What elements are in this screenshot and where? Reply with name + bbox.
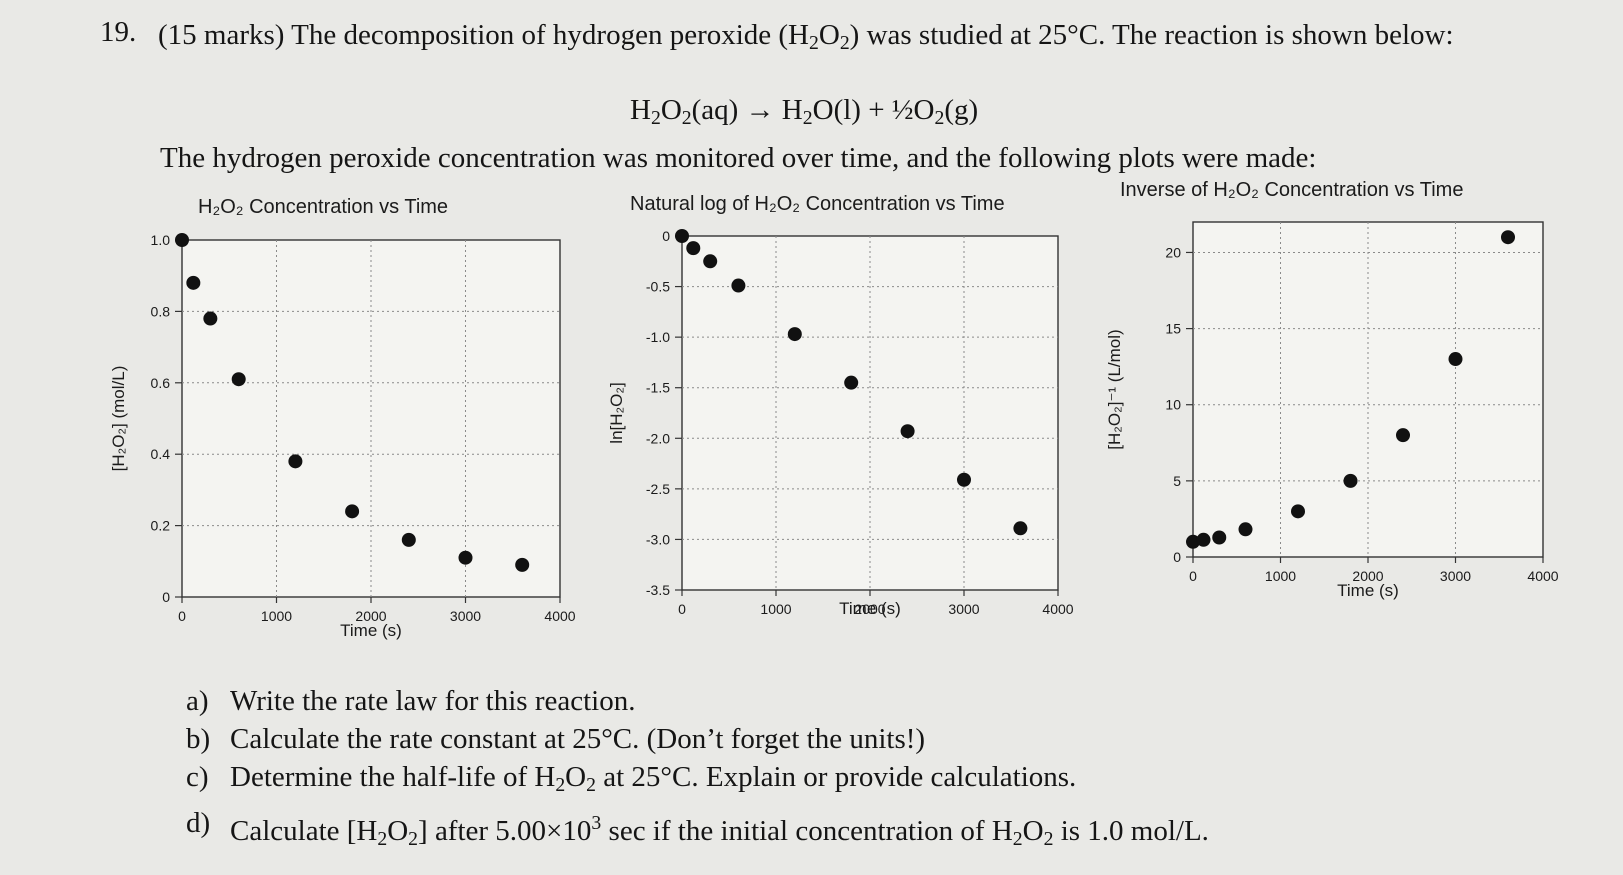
y-tick-label: -2.0 [646,430,670,446]
question-text: (15 marks) The decomposition of hydrogen… [158,19,1454,54]
x-tick-label: 1000 [760,601,791,617]
x-tick-label: 1000 [1265,568,1296,584]
y-tick-label: 10 [1165,397,1181,413]
part-label: d) [186,806,211,839]
chart-3: 0 1000 2000 3000 4000 0 5 10 15 20 Inverse of H₂O₂… [1105,179,1559,600]
part-text: Calculate the rate constant at 25°C. (Do… [230,723,926,755]
chart-1: 0 1000 2000 3000 4000 0 0.2 0.4 0.6 0.8 1.0 H₂O₂ Co… [109,196,576,640]
chart-title: Natural log of H₂O₂ Concentration vs Tim… [630,193,1005,215]
x-tick-label: 2000 [854,601,885,617]
data-point [231,372,246,387]
data-point [186,275,201,290]
data-point [1013,521,1028,536]
x-tick-label: 4000 [544,608,575,624]
y-tick-label: -2.5 [646,481,670,497]
reaction-equation: H2O2(aq) → H2O(l) + ½O2(g) [630,94,979,129]
part-label: c) [186,761,209,793]
data-point [345,504,360,519]
data-point [703,254,718,269]
y-tick-label: -3.0 [646,531,670,547]
data-point [203,311,218,326]
data-point [1291,504,1305,519]
x-tick-label: 0 [1189,568,1197,584]
data-point [515,557,530,572]
y-tick-label: 1.0 [151,232,171,248]
x-tick-label: 0 [178,608,186,624]
y-tick-label: 0 [162,589,170,605]
data-point [731,278,746,293]
y-tick-label: 0.2 [151,518,171,534]
x-tick-label: 3000 [450,608,481,624]
part-d: d) Calculate [H2O2] after 5.00×103 sec i… [186,804,1209,858]
x-axis-label: Time (s) [839,599,901,618]
part-text: Write the rate law for this reaction. [230,685,636,717]
x-tick-label: 4000 [1527,568,1558,584]
y-axis-label: [H₂O₂]⁻¹ (L/mol) [1105,329,1124,449]
part-text: Calculate [H2O2] after 5.00×103 sec if t… [230,811,1209,850]
data-point [175,233,189,247]
data-point [288,454,303,469]
part-label: a) [186,685,209,717]
x-tick-label: 1000 [261,608,292,624]
data-point [787,327,802,342]
y-tick-label: 15 [1165,321,1181,337]
x-tick-label: 2000 [355,608,386,624]
data-point [1396,428,1410,443]
part-b: b) Calculate the rate constant at 25°C. … [186,720,1209,758]
data-point [1212,530,1227,545]
data-point [1238,522,1253,537]
data-point [675,229,689,243]
intro-text: The hydrogen peroxide concentration was … [160,142,1317,174]
data-point [1196,532,1211,547]
y-axis-label: ln[H₂O₂] [607,382,626,443]
chart-title: Inverse of H₂O₂ Concentration vs Time [1120,179,1463,201]
y-tick-label: 20 [1165,244,1181,260]
x-tick-label: 3000 [1440,568,1471,584]
y-tick-label: -1.5 [646,380,670,396]
data-point [1186,534,1200,549]
data-point [458,550,473,565]
part-c: c) Determine the half-life of H2O2 at 25… [186,758,1209,804]
y-tick-label: 0 [1173,549,1181,565]
x-axis-label: Time (s) [340,621,402,640]
data-point [401,532,416,547]
y-tick-label: -1.0 [646,329,670,345]
question-parts: a) Write the rate law for this reaction.… [186,682,1209,858]
y-axis-label: [H₂O₂] (mol/L) [109,366,128,472]
y-tick-label: 0 [662,228,670,244]
chart-2: 0 1000 2000 3000 4000 0 -0.5 -1.0 -1.5 -2.0 -2.5 -3… [607,193,1074,618]
y-tick-label: -0.5 [646,279,670,295]
part-a: a) Write the rate law for this reaction. [186,682,1209,720]
x-tick-label: 3000 [948,601,979,617]
y-tick-label: 5 [1173,473,1181,489]
data-point [1448,352,1463,367]
data-point [686,241,701,256]
x-tick-label: 2000 [1352,568,1383,584]
data-point [1343,473,1358,488]
chart-title: H₂O₂ Concentration vs Time [198,196,448,218]
x-tick-label: 4000 [1042,601,1073,617]
part-text: Determine the half-life of H2O2 at 25°C.… [230,761,1077,796]
y-tick-label: -3.5 [646,582,670,598]
y-tick-label: 0.6 [151,375,171,391]
data-point [1501,230,1515,245]
data-point [957,472,971,487]
y-tick-label: 0.8 [151,303,171,319]
data-point [844,375,859,390]
y-tick-label: 0.4 [151,446,171,462]
question-number: 19. [100,16,137,48]
data-point [900,424,915,439]
x-tick-label: 0 [678,601,686,617]
plot-area [181,239,561,598]
x-axis-label: Time (s) [1337,581,1399,600]
part-label: b) [186,723,211,755]
